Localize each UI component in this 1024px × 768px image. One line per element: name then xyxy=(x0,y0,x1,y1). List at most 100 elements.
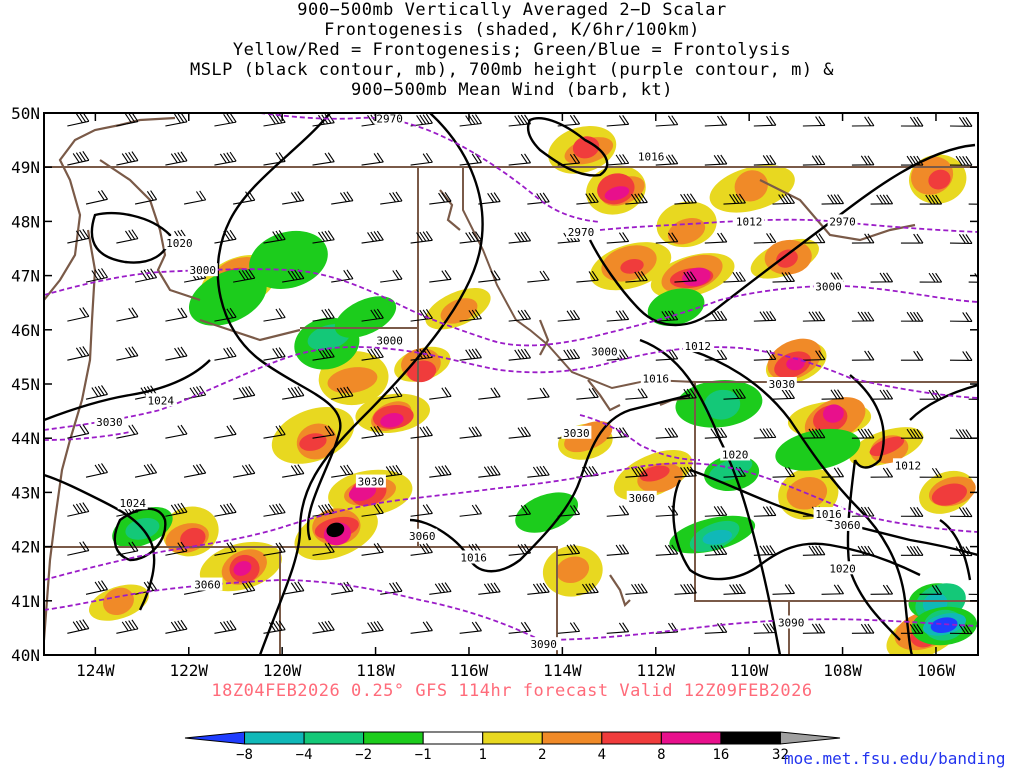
colorbar-label: 8 xyxy=(657,747,665,763)
wind-barb xyxy=(851,350,875,361)
height-contour-label: 3030 xyxy=(561,425,592,440)
wind-barb xyxy=(704,232,728,244)
wind-barb xyxy=(753,545,777,556)
wind-barb xyxy=(606,232,630,244)
wind-barb xyxy=(968,203,978,205)
wind-barb xyxy=(851,623,875,634)
colorbar-label: −2 xyxy=(355,747,372,763)
height-700mb-contours xyxy=(44,113,978,641)
lat-label: 48N xyxy=(11,212,40,231)
wind-barb xyxy=(821,389,845,400)
frontolysis-cell xyxy=(703,389,741,420)
lat-label: 41N xyxy=(11,592,40,611)
wind-barb xyxy=(900,624,924,634)
axis-ticks xyxy=(44,112,978,656)
wind-barb xyxy=(772,467,795,478)
wind-barb xyxy=(67,502,90,517)
svg-text:1020: 1020 xyxy=(722,448,749,461)
colorbar-label: 16 xyxy=(712,747,729,763)
website-credit[interactable]: moe.met.fsu.edu/banding xyxy=(784,749,1006,768)
wind-barb xyxy=(361,152,384,166)
wind-barb xyxy=(380,269,403,283)
lat-label: 44N xyxy=(11,429,40,448)
lon-label: 112W xyxy=(637,661,676,680)
wind-barb xyxy=(753,506,777,517)
wind-barb xyxy=(263,425,286,439)
wind-barb xyxy=(459,426,482,439)
wind-barb xyxy=(625,193,648,205)
colorbar-segment xyxy=(660,731,722,745)
wind-barb xyxy=(134,190,158,205)
wind-barb xyxy=(410,621,433,634)
wind-barb xyxy=(165,541,188,556)
wind-barb xyxy=(165,619,188,634)
frontogenesis-cell xyxy=(776,249,798,268)
svg-text:3060: 3060 xyxy=(409,530,436,543)
wind-barb xyxy=(282,191,305,205)
wind-barb xyxy=(263,503,286,517)
wind-barb xyxy=(478,270,501,283)
wind-barb xyxy=(625,466,648,478)
frontogenesis-cell xyxy=(620,258,644,274)
wind-barb xyxy=(527,387,550,400)
colorbar-segment xyxy=(720,731,781,745)
frontogenesis-cell xyxy=(931,483,967,506)
wind-barb xyxy=(968,593,978,595)
frontogenesis-cell xyxy=(348,483,377,502)
svg-text:1016: 1016 xyxy=(638,150,665,163)
wind-barb xyxy=(851,116,875,127)
wind-barb xyxy=(263,542,286,556)
wind-barb xyxy=(380,386,403,400)
colorbar-label: −4 xyxy=(296,747,313,763)
lat-axis-labels: 50N 49N 48N 47N 46N 45N 44N 43N 42N 41N 40N xyxy=(11,104,40,665)
svg-text:3060: 3060 xyxy=(629,492,656,505)
wind-barb xyxy=(459,621,482,634)
wind-barb xyxy=(508,231,532,244)
wind-barb xyxy=(165,113,188,127)
wind-barb xyxy=(183,463,207,478)
wind-barb xyxy=(527,192,550,205)
wind-barb xyxy=(704,505,728,517)
wind-barb xyxy=(312,620,335,634)
svg-text:2970: 2970 xyxy=(829,215,856,228)
frontogenesis-cell xyxy=(326,522,345,538)
wind-barb xyxy=(165,424,188,439)
wind-barb xyxy=(753,115,777,127)
wind-barb xyxy=(233,464,256,478)
wind-barb xyxy=(429,582,452,595)
wind-barb xyxy=(459,231,482,244)
lat-label: 47N xyxy=(11,267,40,286)
frontolysis-cell xyxy=(930,617,958,634)
wind-barb xyxy=(67,541,90,556)
wind-barb xyxy=(949,233,973,244)
colorbar-segment xyxy=(601,731,662,745)
svg-text:3030: 3030 xyxy=(358,476,385,489)
wind-barb xyxy=(753,428,777,439)
wind-barb xyxy=(557,309,581,322)
wind-barb xyxy=(821,467,845,478)
lat-label: 49N xyxy=(11,158,40,177)
wind-barb xyxy=(380,191,403,205)
title-line-5: 900−500mb Mean Wind (barb, kt) xyxy=(350,80,674,100)
frontolysis-cell xyxy=(249,230,328,289)
wind-barb xyxy=(410,230,433,244)
wind-barb xyxy=(214,151,237,166)
frontolysis-cell xyxy=(775,428,861,471)
wind-barb xyxy=(67,150,90,166)
wind-barb xyxy=(331,464,354,478)
lat-label: 46N xyxy=(11,321,40,340)
wind-barb xyxy=(949,155,973,166)
wind-barb xyxy=(233,268,256,283)
svg-text:1012: 1012 xyxy=(895,459,922,472)
wind-barb xyxy=(116,346,139,361)
lat-label: 42N xyxy=(11,538,40,557)
colorbar-segment xyxy=(184,731,246,745)
wind-barb xyxy=(704,154,728,166)
wind-barb xyxy=(85,580,108,595)
wind-barb xyxy=(753,311,777,322)
colorbar-segment xyxy=(482,731,543,745)
wind-barb xyxy=(772,193,795,205)
wind-barb xyxy=(674,193,697,205)
wind-barb xyxy=(361,347,384,361)
